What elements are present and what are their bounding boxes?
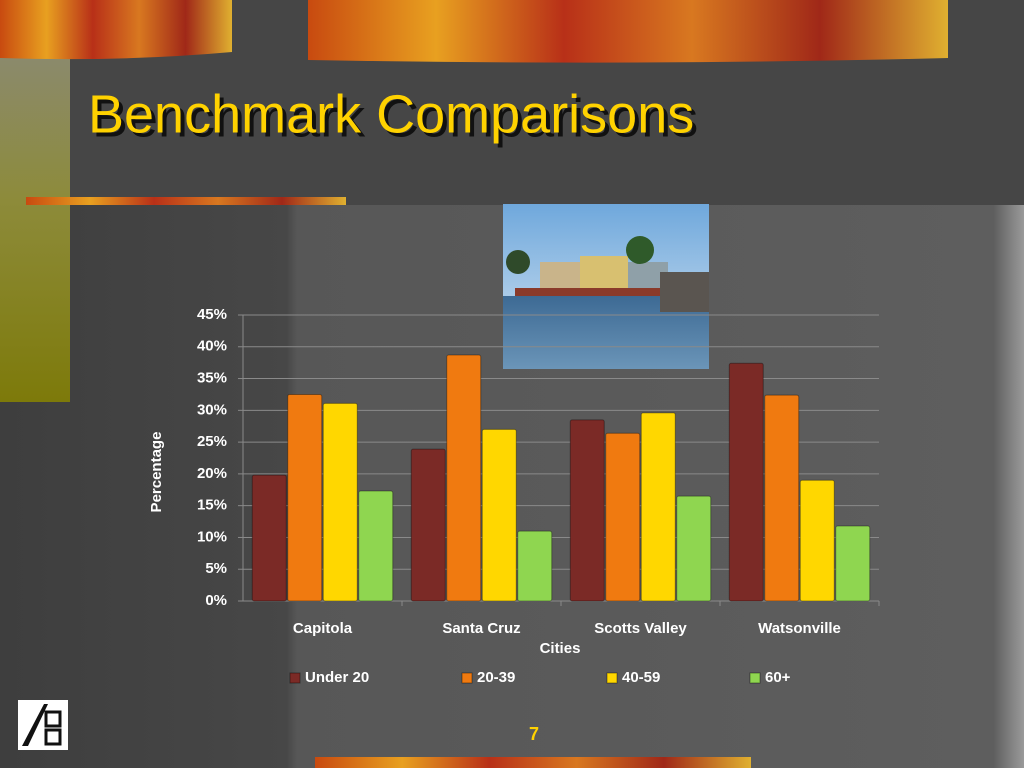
photo-building: [540, 262, 580, 290]
bar: [322, 402, 358, 602]
y-tick-label: 30%: [197, 401, 227, 418]
photo-tree: [506, 250, 530, 274]
x-tick-label: Santa Cruz: [442, 620, 520, 637]
bar: [676, 495, 712, 602]
bar: [287, 393, 323, 602]
y-tick-label: 10%: [197, 528, 227, 545]
bar: [764, 394, 800, 602]
decoration: [308, 0, 948, 63]
y-tick-label: 35%: [197, 370, 227, 387]
y-axis-title: Percentage: [148, 432, 165, 513]
title: Benchmark Comparisons: [88, 84, 694, 144]
photo-tree: [626, 236, 654, 264]
slide-number: 7: [529, 724, 539, 744]
legend-label: Under 20: [305, 669, 369, 686]
y-tick-label: 20%: [197, 465, 227, 482]
legend-label: 20-39: [477, 669, 515, 686]
bar: [481, 428, 517, 602]
y-tick-label: 0%: [205, 592, 227, 609]
bar: [358, 490, 394, 602]
legend-swatch: [749, 672, 761, 684]
bar: [640, 412, 676, 602]
bar: [569, 419, 605, 602]
bar: [835, 525, 871, 602]
y-tick-label: 5%: [205, 560, 227, 577]
x-axis-title: Cities: [540, 640, 581, 657]
y-tick-label: 40%: [197, 338, 227, 355]
photo-building: [580, 256, 628, 290]
logo-mark: [22, 704, 48, 746]
logo-mark: [44, 710, 62, 746]
bar: [799, 479, 835, 602]
x-tick-label: Watsonville: [758, 620, 841, 637]
photo-pier: [660, 272, 709, 312]
bar: [605, 432, 641, 602]
decoration: [0, 0, 232, 60]
photo: [503, 204, 709, 369]
x-tick-label: Scotts Valley: [594, 620, 687, 637]
bar: [728, 362, 764, 602]
y-tick-label: 45%: [197, 306, 227, 323]
x-tick-label: Capitola: [293, 620, 353, 637]
chart: 0% 5% 10% 15% 20% 25% 30% 35% 40% 45% Capitola Sant…: [197, 306, 880, 686]
y-tick-label: 15%: [197, 497, 227, 514]
legend-label: 40-59: [622, 669, 660, 686]
bar: [251, 474, 287, 602]
decoration: [26, 197, 346, 205]
bar: [517, 530, 553, 602]
legend-swatch: [461, 672, 473, 684]
logo: [18, 700, 68, 750]
decoration: [315, 757, 751, 768]
legend-swatch: [289, 672, 301, 684]
title-shadow: Benchmark Comparisons: [92, 88, 698, 148]
bar: [446, 354, 482, 602]
legend-swatch: [606, 672, 618, 684]
bar: [410, 448, 446, 602]
photo-shore: [515, 288, 660, 296]
y-tick-label: 25%: [197, 433, 227, 450]
legend-label: 60+: [765, 669, 791, 686]
